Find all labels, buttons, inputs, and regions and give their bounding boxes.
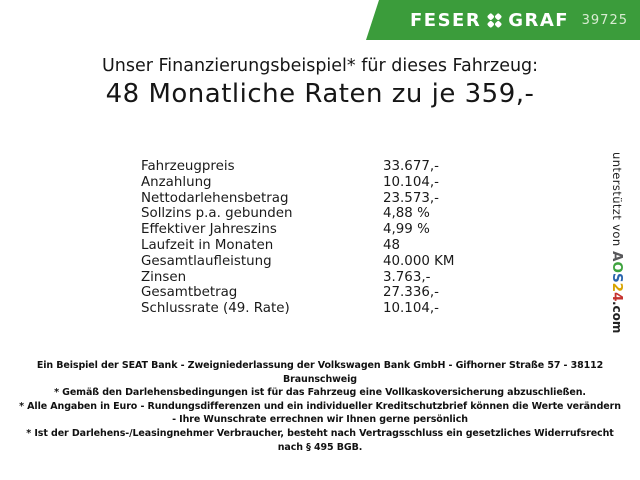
- supported-by-label: unterstützt von: [610, 152, 624, 247]
- table-row: Sollzins p.a. gebunden 4,88 %: [141, 206, 454, 222]
- row-label: Gesamtlaufleistung: [141, 253, 272, 269]
- row-label: Sollzins p.a. gebunden: [141, 206, 293, 222]
- clover-icon: [487, 13, 502, 28]
- table-row: Schlussrate (49. Rate) 10.104,-: [141, 301, 454, 317]
- aos24-logo-letter: S: [609, 272, 625, 283]
- table-row: Gesamtlaufleistung 40.000 KM: [141, 254, 454, 270]
- aos24-domain-suffix: .com: [610, 301, 624, 334]
- row-label: Effektiver Jahreszins: [141, 222, 277, 238]
- disclaimer-line: - Ihre Wunschrate errechnen wir Ihnen ge…: [172, 414, 468, 426]
- table-row: Nettodarlehensbetrag 23.573,-: [141, 191, 454, 207]
- row-value: 48: [383, 237, 401, 253]
- row-label: Anzahlung: [141, 174, 212, 190]
- aos24-logo-letter: 4: [609, 291, 625, 302]
- row-value: 4,88 %: [383, 206, 430, 222]
- disclaimer-line: * Gemäß den Darlehensbedingungen ist für…: [54, 387, 586, 399]
- disclaimer-line: Ein Beispiel der SEAT Bank - Zweignieder…: [36, 360, 604, 371]
- dealer-number: 39725: [581, 12, 628, 28]
- title-block: Unser Finanzierungsbeispiel* für dieses …: [0, 56, 640, 109]
- table-row: Zinsen 3.763,-: [141, 270, 454, 286]
- aos24-logo-letter: A: [609, 250, 625, 261]
- table-row: Gesamtbetrag 27.336,-: [141, 285, 454, 301]
- row-value: 23.573,-: [383, 190, 439, 206]
- row-value: 3.763,-: [383, 269, 431, 285]
- brand-part1: FESER: [410, 9, 482, 31]
- brand-logo: FESER GRAF: [410, 10, 569, 31]
- row-label: Gesamtbetrag: [141, 285, 238, 301]
- row-value: 33.677,-: [383, 159, 439, 174]
- brand-part2: GRAF: [508, 9, 570, 31]
- page-title: Unser Finanzierungsbeispiel* für dieses …: [101, 56, 539, 76]
- row-value: 27.336,-: [383, 285, 439, 301]
- table-row: Laufzeit in Monaten 48: [141, 238, 454, 254]
- row-value: 10.104,-: [383, 174, 439, 190]
- disclaimer-line: Braunschweig: [283, 373, 357, 385]
- table-row: Effektiver Jahreszins 4,99 %: [141, 222, 454, 238]
- row-label: Laufzeit in Monaten: [141, 237, 274, 253]
- table-row: Fahrzeugpreis 33.677,-: [141, 159, 454, 175]
- row-value: 4,99 %: [383, 222, 430, 238]
- disclaimer-line: nach § 495 BGB.: [277, 441, 363, 453]
- row-value: 10.104,-: [383, 301, 439, 317]
- supported-by-vertical-text: unterstützt von AOS24 .com: [609, 152, 625, 352]
- header-banner: FESER GRAF 39725: [366, 0, 640, 40]
- row-label: Nettodarlehensbetrag: [141, 190, 289, 206]
- footer-disclaimer: Ein Beispiel der SEAT Bank - Zweignieder…: [0, 359, 640, 454]
- disclaimer-line: * Ist der Darlehens-/Leasingnehmer Verbr…: [26, 427, 614, 439]
- row-value: 40.000 KM: [383, 253, 455, 269]
- disclaimer-line: * Alle Angaben in Euro - Rundungsdiffere…: [19, 400, 621, 412]
- aos24-logo-letter: O: [609, 260, 625, 273]
- row-label: Zinsen: [141, 269, 187, 285]
- aos24-logo-letter: 2: [609, 282, 625, 292]
- page-subtitle-rate: 48 Monatliche Raten zu je 359,-: [105, 79, 535, 109]
- table-row: Anzahlung 10.104,-: [141, 175, 454, 191]
- row-label: Schlussrate (49. Rate): [141, 301, 290, 317]
- aos24-logo: AOS24: [609, 251, 625, 301]
- finance-table: Fahrzeugpreis 33.677,- Anzahlung 10.104,…: [141, 159, 454, 317]
- row-label: Fahrzeugpreis: [141, 159, 235, 174]
